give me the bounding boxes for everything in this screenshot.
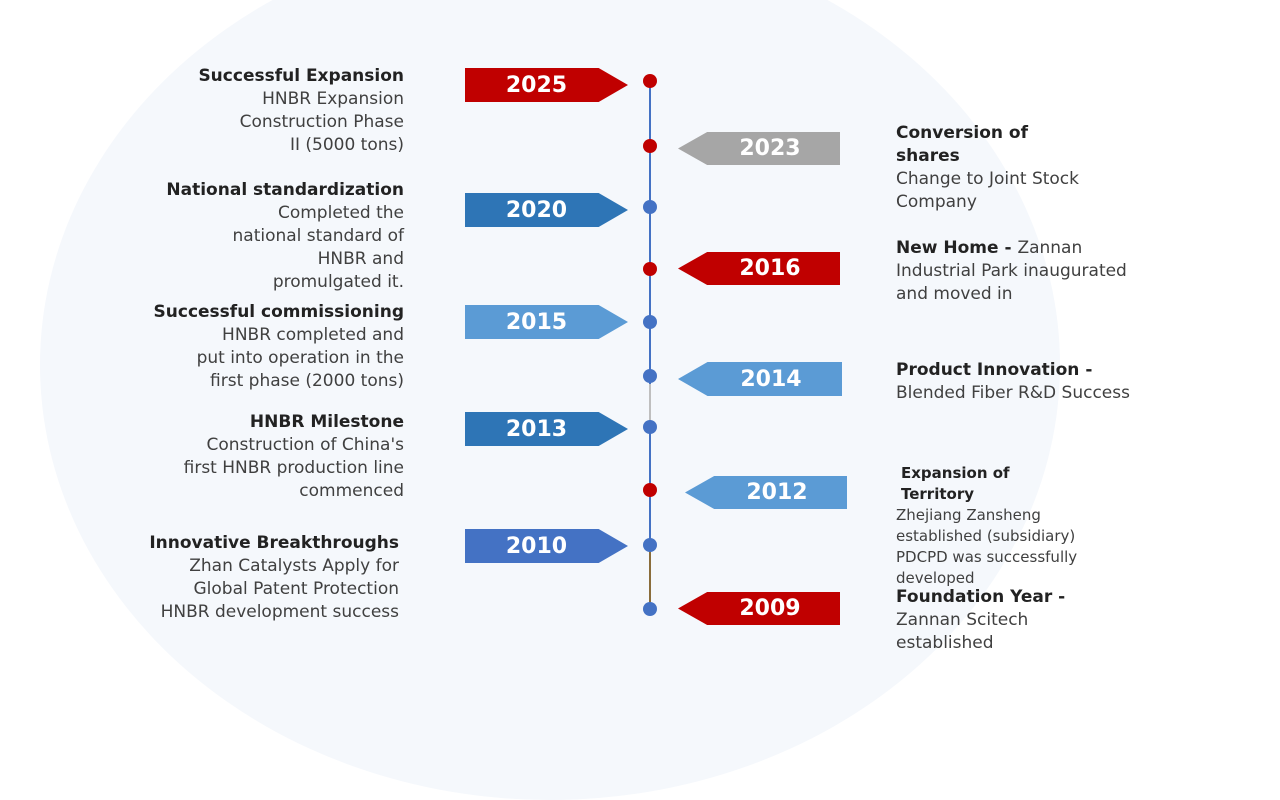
event-body: Construction of China's first HNBR produ… (183, 435, 404, 501)
year-label: 2023 (739, 136, 801, 161)
year-flag-2014: 2014 (678, 362, 842, 396)
event-title: National standardization (166, 180, 404, 200)
event-title: Successful Expansion (198, 66, 404, 86)
timeline-dot-2020 (643, 200, 657, 214)
year-flag-2025: 2025 (465, 68, 628, 102)
event-title: Foundation Year - (896, 587, 1066, 607)
event-body: Blended Fiber R&D Success (896, 383, 1130, 403)
event-body: Zhejiang Zansheng established (subsidiar… (896, 506, 1078, 587)
timeline-dot-2014 (643, 369, 657, 383)
year-label: 2012 (746, 480, 808, 505)
background-ellipse (40, 0, 1060, 800)
year-flag-2023: 2023 (678, 132, 840, 165)
event-body: HNBR completed and put into operation in… (196, 325, 404, 391)
event-body: Zhan Catalysts Apply for Global Patent P… (160, 556, 399, 622)
timeline-dot-2012 (643, 483, 657, 497)
event-body: Change to Joint Stock Company (896, 169, 1079, 212)
event-title: HNBR Milestone (249, 412, 404, 432)
event-title: Successful commissioning (153, 302, 404, 322)
event-2025: Successful Expansion HNBR Expansion Cons… (150, 65, 404, 157)
year-label: 2010 (505, 533, 568, 559)
event-2020: National standardization Completed the n… (150, 179, 404, 294)
timeline-axis (649, 80, 651, 610)
event-2009: Foundation Year - Zannan Scitech establi… (896, 586, 1128, 655)
year-label: 2025 (505, 72, 568, 98)
event-2023: Conversion of shares Change to Joint Sto… (896, 122, 1096, 214)
year-flag-2016: 2016 (678, 252, 840, 285)
event-title: New Home - (896, 238, 1018, 258)
event-title: Expansion of Territory (901, 464, 1010, 503)
event-2013: HNBR Milestone Construction of China's f… (150, 411, 404, 503)
event-title: Innovative Breakthroughs (149, 533, 399, 553)
year-label: 2015 (505, 309, 568, 335)
year-flag-2013: 2013 (465, 412, 628, 446)
year-label: 2009 (739, 596, 801, 621)
timeline-dot-2025 (643, 74, 657, 88)
event-2010: Innovative Breakthroughs Zhan Catalysts … (130, 532, 399, 624)
event-title: Conversion of shares (896, 123, 1028, 166)
year-flag-2010: 2010 (465, 529, 628, 563)
year-label: 2016 (739, 256, 801, 281)
year-label: 2020 (505, 197, 568, 223)
year-label: 2013 (505, 416, 568, 442)
timeline-dot-2010 (643, 538, 657, 552)
year-label: 2014 (740, 366, 802, 392)
event-2016: New Home - Zannan Industrial Park inaugu… (896, 237, 1128, 306)
event-2012: Expansion of Territory Zhejiang Zansheng… (896, 463, 1086, 589)
event-2015: Successful commissioning HNBR completed … (150, 301, 404, 393)
timeline-dot-2009 (643, 602, 657, 616)
year-flag-2009: 2009 (678, 592, 840, 625)
event-body: HNBR Expansion Construction Phase II (50… (239, 89, 404, 155)
event-body: Completed the national standard of HNBR … (232, 203, 405, 292)
timeline-dot-2013 (643, 420, 657, 434)
year-flag-2020: 2020 (465, 193, 628, 227)
year-flag-2012: 2012 (685, 476, 847, 509)
timeline-dot-2023 (643, 139, 657, 153)
event-body: Zannan Industrial Park inaugurated and m… (896, 238, 1127, 304)
timeline-dot-2016 (643, 262, 657, 276)
event-body: Zannan Scitech established (896, 610, 1029, 653)
event-title: Product Innovation - (896, 360, 1093, 380)
event-2014: Product Innovation - Blended Fiber R&D S… (896, 359, 1136, 405)
year-flag-2015: 2015 (465, 305, 628, 339)
timeline-dot-2015 (643, 315, 657, 329)
timeline-axis-gray-segment (649, 384, 651, 424)
timeline-axis-brown-segment (649, 552, 651, 602)
